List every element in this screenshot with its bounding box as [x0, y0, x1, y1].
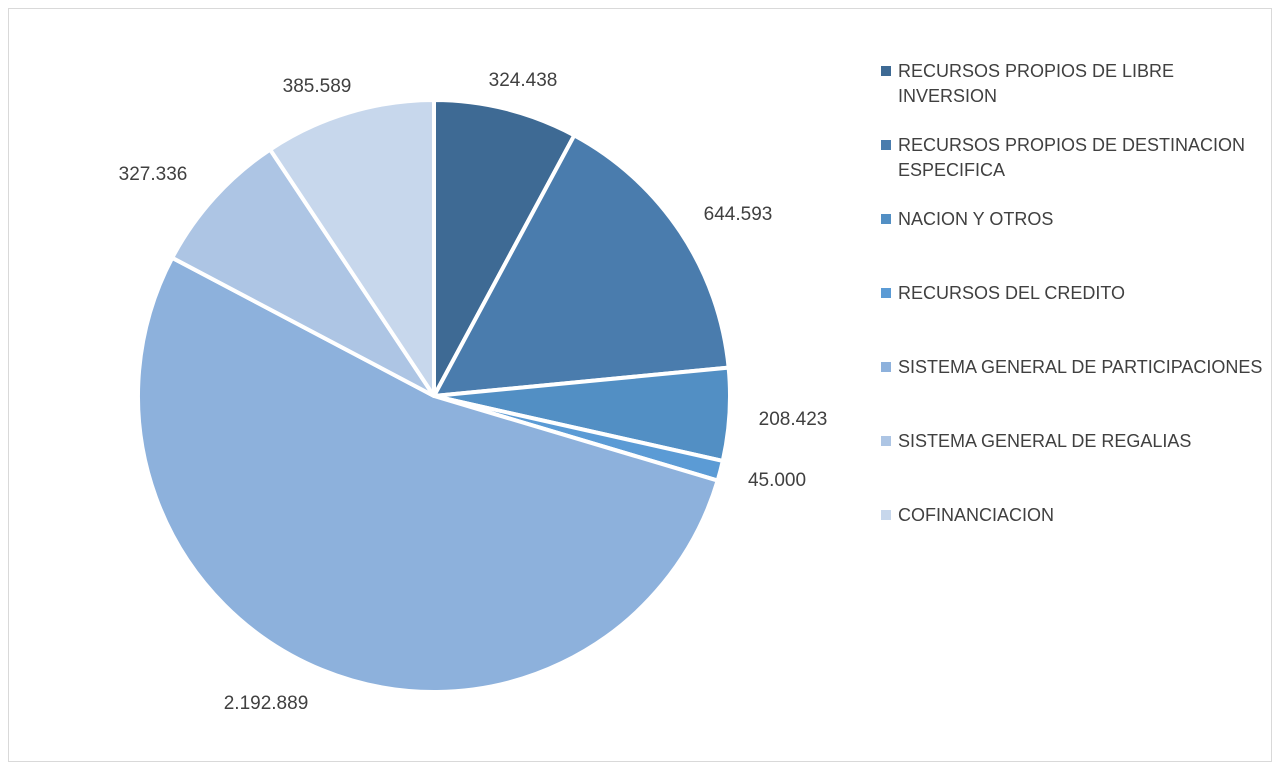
legend-swatch: [881, 66, 891, 76]
legend-swatch: [881, 510, 891, 520]
legend-label: RECURSOS PROPIOS DE LIBRE INVERSION: [898, 61, 1175, 106]
data-label-4: 45.000: [748, 470, 806, 491]
legend-label: RECURSOS PROPIOS DE DESTINACION ESPECIFI…: [898, 135, 1246, 180]
legend-item-7: COFINANCIACION: [881, 503, 1273, 528]
legend-swatch: [881, 140, 891, 150]
data-label-2: 644.593: [704, 204, 773, 225]
legend-item-2: RECURSOS PROPIOS DE DESTINACION ESPECIFI…: [881, 133, 1273, 183]
legend-label: COFINANCIACION: [898, 505, 1055, 525]
pie-slice-1: [432, 98, 577, 398]
pie-slice-6: [170, 147, 436, 398]
legend-item-1: RECURSOS PROPIOS DE LIBRE INVERSION: [881, 59, 1273, 109]
chart-area: 324.438 644.593 208.423 45.000 2.192.889 327.…: [8, 8, 1272, 762]
data-label-5: 2.192.889: [224, 693, 309, 714]
pie-slice-5: [136, 255, 720, 694]
legend-label: RECURSOS DEL CREDITO: [898, 283, 1126, 303]
data-label-3: 208.423: [759, 409, 828, 430]
pie-chart: 324.438 644.593 208.423 45.000 2.192.889 327.…: [119, 70, 828, 714]
legend-item-3: NACION Y OTROS: [881, 207, 1273, 232]
data-label-1: 324.438: [489, 70, 558, 91]
legend-swatch: [881, 288, 891, 298]
legend-swatch: [881, 362, 891, 372]
pie-slice-7: [268, 98, 436, 398]
legend-swatch: [881, 436, 891, 446]
legend-label: SISTEMA GENERAL DE PARTICIPACIONES: [898, 357, 1263, 377]
legend-item-6: SISTEMA GENERAL DE REGALIAS: [881, 429, 1273, 454]
pie-slice-2: [432, 133, 731, 398]
data-label-7: 385.589: [283, 76, 352, 97]
legend-item-5: SISTEMA GENERAL DE PARTICIPACIONES: [881, 355, 1273, 380]
legend-swatch: [881, 214, 891, 224]
legend-label: NACION Y OTROS: [898, 209, 1054, 229]
data-label-6: 327.336: [119, 164, 188, 185]
legend-item-4: RECURSOS DEL CREDITO: [881, 281, 1273, 306]
legend-label: SISTEMA GENERAL DE REGALIAS: [898, 431, 1192, 451]
